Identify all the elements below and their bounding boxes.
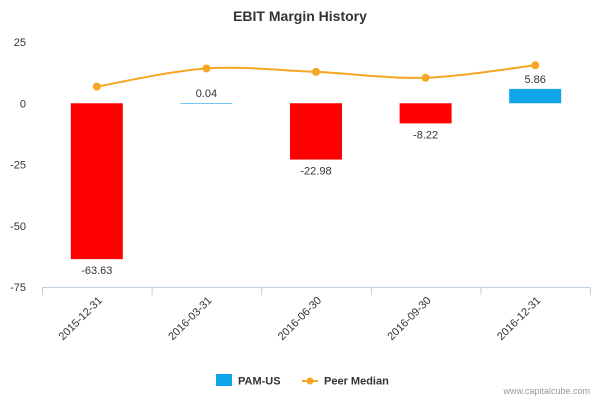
- x-tick-label: 2016-06-30: [276, 295, 324, 343]
- bar[interactable]: [399, 103, 452, 124]
- x-tick-label: 2016-03-31: [166, 295, 214, 343]
- legend-bar-swatch: [216, 374, 232, 386]
- y-tick-label: 25: [14, 37, 26, 49]
- bar[interactable]: [509, 88, 562, 104]
- bar-value-label: 5.86: [524, 74, 545, 86]
- legend-item-pam-us[interactable]: PAM-US: [216, 374, 281, 388]
- y-tick-label: 0: [20, 98, 26, 110]
- bar-data-labels: -63.63 0.04 -22.98 -8.22 5.86: [81, 74, 546, 277]
- legend-label-peer-median: Peer Median: [324, 376, 389, 388]
- x-axis-ticks: [42, 287, 591, 295]
- peer-median-points: [92, 61, 540, 91]
- x-tick-label: 2016-09-30: [385, 295, 433, 343]
- bar-value-label: -63.63: [81, 265, 112, 277]
- legend-label-pam-us: PAM-US: [238, 376, 281, 388]
- peer-median-point[interactable]: [92, 82, 101, 91]
- bar[interactable]: [70, 103, 123, 260]
- legend-item-peer-median[interactable]: Peer Median: [302, 376, 389, 388]
- peer-median-point[interactable]: [202, 64, 211, 73]
- peer-median-point[interactable]: [312, 67, 320, 76]
- y-tick-label: -25: [10, 160, 26, 172]
- bar-value-label: 0.04: [196, 88, 217, 100]
- legend-line-marker: [306, 377, 314, 385]
- y-tick-label: -75: [10, 282, 26, 294]
- legend[interactable]: PAM-US Peer Median: [216, 374, 389, 388]
- x-axis-labels: 2015-12-31 2016-03-31 2016-06-30 2016-09-30…: [57, 295, 544, 343]
- chart-title: EBIT Margin History: [233, 8, 367, 24]
- bar[interactable]: [290, 103, 342, 160]
- peer-median-point[interactable]: [531, 61, 540, 70]
- bar-value-label: -8.22: [413, 129, 438, 141]
- bar-value-label: -22.98: [300, 166, 331, 178]
- bar-series: [70, 88, 562, 260]
- credit-text[interactable]: www.capitalcube.com: [502, 386, 590, 396]
- y-axis-ticks: 25 0 -25 -50 -75: [10, 37, 26, 294]
- x-tick-label: 2016-12-31: [495, 295, 543, 343]
- bar[interactable]: [180, 103, 233, 104]
- peer-median-point[interactable]: [421, 73, 430, 82]
- x-tick-label: 2015-12-31: [57, 295, 105, 343]
- y-tick-label: -50: [10, 221, 26, 233]
